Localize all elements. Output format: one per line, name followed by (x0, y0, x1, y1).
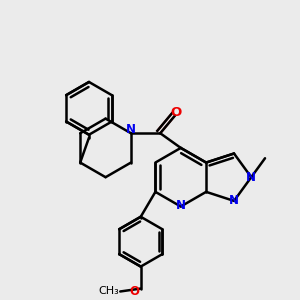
Text: O: O (129, 285, 139, 298)
Text: N: N (126, 123, 136, 136)
Text: N: N (229, 194, 239, 207)
Text: CH₃: CH₃ (98, 286, 119, 296)
Text: N: N (176, 199, 186, 212)
Text: O: O (171, 106, 182, 119)
Text: N: N (246, 171, 256, 184)
